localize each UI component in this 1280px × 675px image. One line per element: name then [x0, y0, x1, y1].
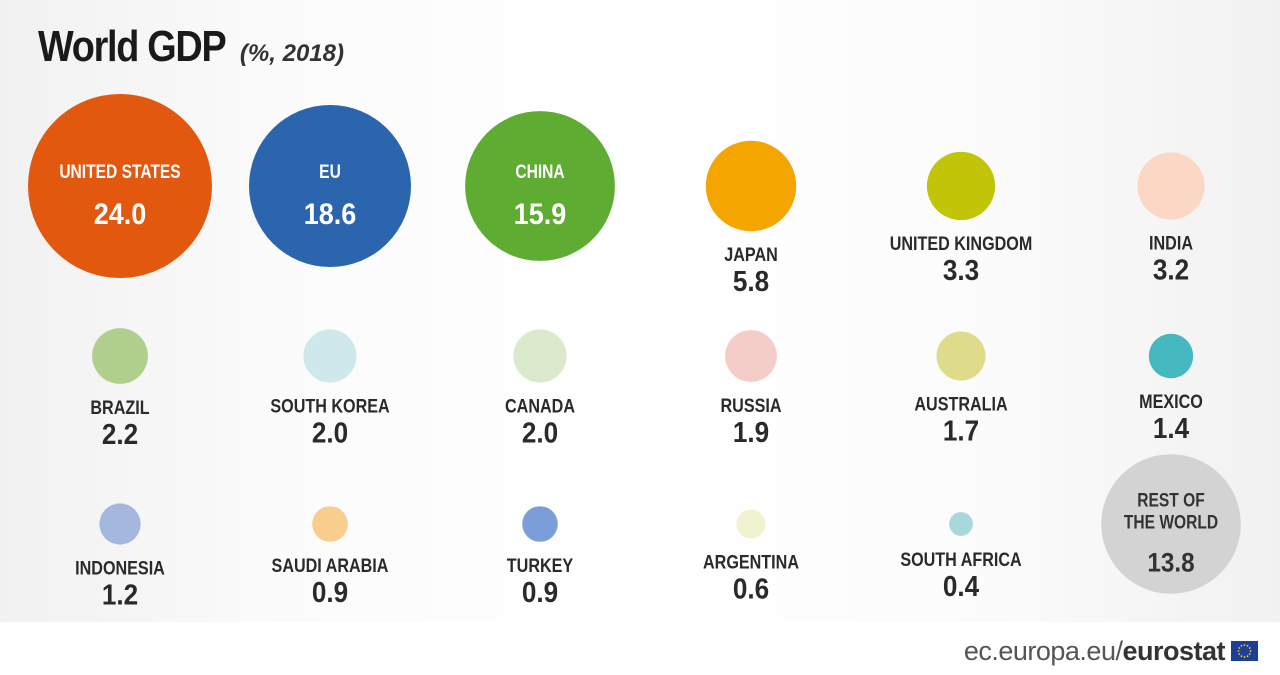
- label-turkey: TURKEY: [507, 555, 574, 577]
- label-indonesia: INDONESIA: [75, 557, 165, 579]
- value-russia: 1.9: [733, 416, 769, 449]
- value-canada: 2.0: [522, 416, 558, 449]
- label-united-kingdom: UNITED KINGDOM: [890, 233, 1033, 255]
- label-australia: AUSTRALIA: [914, 393, 1008, 415]
- value-united-states: 24.0: [94, 198, 147, 232]
- label-rest-of-the-world: REST OF: [1137, 489, 1204, 511]
- bubble-south-africa: [949, 512, 973, 536]
- chart-subtitle: (%, 2018): [239, 40, 344, 67]
- label-argentina: ARGENTINA: [703, 551, 799, 573]
- label-china: CHINA: [515, 161, 565, 183]
- label-mexico: MEXICO: [1139, 391, 1203, 413]
- bubble-indonesia: [99, 503, 141, 545]
- value-turkey: 0.9: [522, 576, 558, 609]
- chart-title: World GDP (%, 2018): [38, 22, 344, 72]
- eu-flag-star: [1240, 655, 1243, 658]
- bubble-rest-of-the-world: [1101, 454, 1241, 594]
- value-south-africa: 0.4: [943, 570, 980, 603]
- footer-brand[interactable]: eurostat: [1122, 635, 1225, 666]
- bubble-saudi-arabia: [312, 506, 348, 542]
- value-south-korea: 2.0: [312, 416, 348, 449]
- bubble-japan: [705, 140, 797, 232]
- bubble-eu: [249, 105, 411, 267]
- value-rest-of-the-world: 13.8: [1147, 548, 1194, 577]
- eu-flag-star: [1248, 647, 1251, 649]
- value-argentina: 0.6: [733, 572, 769, 605]
- bubble-canada: [513, 329, 567, 383]
- eu-flag-icon: [1231, 641, 1258, 661]
- label-india: INDIA: [1149, 232, 1193, 254]
- value-japan: 5.8: [733, 265, 769, 298]
- footer[interactable]: ec.europa.eu/ eurostat: [964, 636, 1258, 666]
- eu-flag-star: [1238, 653, 1241, 655]
- value-mexico: 1.4: [1153, 412, 1190, 445]
- eu-flag-star: [1243, 656, 1246, 658]
- bubble-russia: [725, 330, 777, 382]
- eu-flag-star: [1246, 644, 1249, 647]
- value-india: 3.2: [1153, 253, 1189, 286]
- bubble-brazil: [92, 328, 148, 384]
- label-japan: JAPAN: [724, 244, 778, 266]
- label-brazil: BRAZIL: [90, 397, 149, 419]
- eu-flag-star: [1246, 655, 1249, 658]
- label-canada: CANADA: [505, 395, 575, 417]
- footer-site-link[interactable]: ec.europa.eu/: [963, 635, 1123, 666]
- label-united-states: UNITED STATES: [59, 161, 180, 183]
- eu-flag-star: [1237, 650, 1240, 652]
- value-brazil: 2.2: [102, 418, 138, 451]
- value-united-kingdom: 3.3: [943, 254, 979, 287]
- bubble-china: [465, 111, 615, 261]
- value-eu: 18.6: [304, 198, 357, 232]
- label-south-africa: SOUTH AFRICA: [900, 549, 1022, 571]
- eu-flag-star: [1240, 644, 1243, 647]
- eu-flag-star: [1248, 653, 1251, 655]
- value-china: 15.9: [514, 198, 567, 232]
- infographic-panel: [0, 0, 1280, 622]
- bubble-united-kingdom: [926, 151, 996, 221]
- chart-title-text: World GDP: [38, 22, 227, 71]
- bubble-mexico: [1148, 333, 1194, 379]
- eu-flag-star: [1249, 650, 1252, 652]
- value-australia: 1.7: [943, 414, 979, 447]
- label-south-korea: SOUTH KOREA: [270, 395, 390, 417]
- label-rest-of-the-world: THE WORLD: [1124, 511, 1218, 533]
- bubble-argentina: [736, 509, 766, 539]
- bubble-turkey: [522, 506, 558, 542]
- bubble-south-korea: [303, 329, 357, 383]
- label-russia: RUSSIA: [721, 395, 782, 417]
- bubble-chart: UNITED STATES 24.0 EU 18.6 CHINA 15.9 JAPAN5.8…: [28, 94, 1241, 611]
- value-saudi-arabia: 0.9: [312, 576, 348, 609]
- bubble-australia: [936, 331, 986, 381]
- bubble-india: [1137, 152, 1205, 220]
- eu-flag-star: [1243, 644, 1246, 646]
- value-indonesia: 1.2: [102, 578, 138, 611]
- eu-flag-star: [1238, 647, 1241, 649]
- label-saudi-arabia: SAUDI ARABIA: [272, 555, 389, 577]
- bubble-united-states: [28, 94, 212, 278]
- label-eu: EU: [319, 161, 341, 183]
